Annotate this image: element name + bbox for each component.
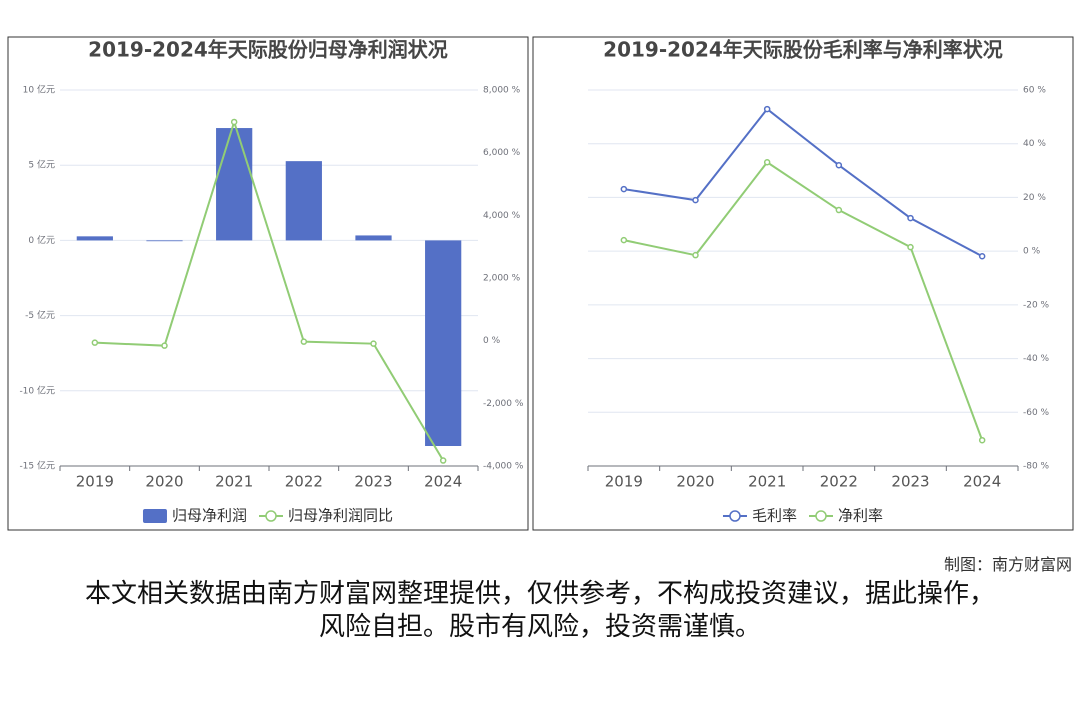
point bbox=[620, 236, 628, 244]
point bbox=[835, 161, 843, 169]
x-tick-label: 2021 bbox=[748, 473, 786, 491]
point bbox=[978, 252, 986, 260]
y2-tick-label: -40 % bbox=[1023, 354, 1050, 364]
y-tick-label: -15 亿元 bbox=[19, 460, 55, 472]
y2-tick-label: 40 % bbox=[1023, 139, 1046, 149]
disclaimer: 本文相关数据由南方财富网整理提供，仅供参考，不构成投资建议，据此操作，风险自担。… bbox=[85, 579, 996, 642]
bar bbox=[146, 240, 183, 242]
chart-frame bbox=[7, 36, 529, 531]
y-tick-label: -10 亿元 bbox=[19, 384, 55, 396]
charts: 2019-2024年天际股份归母净利润状况 -15 亿元 -10 亿元 -5 亿元 0 … bbox=[7, 36, 1074, 531]
point bbox=[620, 185, 628, 193]
legend-swatch bbox=[142, 509, 167, 523]
chart-title: 2019-2024年天际股份归母净利润状况 bbox=[88, 38, 448, 62]
line bbox=[623, 160, 984, 441]
point bbox=[300, 338, 308, 345]
legend: 归母净利润 归母净利润同比 bbox=[142, 507, 393, 525]
y2-tick-label: 60 % bbox=[1023, 86, 1046, 96]
point bbox=[763, 158, 771, 166]
legend-swatch bbox=[729, 510, 741, 522]
y2-tick-label: 0 % bbox=[483, 336, 501, 346]
y-tick-label: 5 亿元 bbox=[28, 159, 55, 171]
x-tick-label: 2022 bbox=[285, 473, 323, 491]
line bbox=[623, 107, 983, 258]
y-tick-label: -5 亿元 bbox=[25, 309, 55, 321]
point bbox=[692, 196, 699, 204]
y2-tick-label: -60 % bbox=[1023, 408, 1050, 418]
y2-tick-label: -80 % bbox=[1023, 462, 1050, 472]
y2-tick-label: 20 % bbox=[1023, 193, 1046, 203]
bar bbox=[76, 236, 113, 241]
point bbox=[161, 342, 168, 349]
point bbox=[978, 436, 986, 444]
point bbox=[439, 457, 447, 464]
legend: 毛利率 净利率 bbox=[722, 507, 883, 525]
point bbox=[907, 243, 914, 251]
x-tick-label: 2024 bbox=[424, 473, 462, 491]
legend-swatch bbox=[265, 510, 277, 522]
point bbox=[763, 105, 771, 113]
bar bbox=[425, 240, 462, 446]
x-tick-label: 2020 bbox=[676, 473, 714, 491]
legend-label: 归母净利润 bbox=[172, 507, 247, 525]
legend-label: 净利率 bbox=[838, 507, 883, 525]
x-tick-label: 2022 bbox=[820, 473, 858, 491]
x-tick-label: 2020 bbox=[145, 473, 183, 491]
y2-tick-label: 6,000 % bbox=[483, 148, 521, 158]
y2-tick-label: 0 % bbox=[1023, 247, 1041, 257]
x-tick-label: 2019 bbox=[76, 473, 114, 491]
y-tick-label: 10 亿元 bbox=[23, 84, 55, 96]
bar bbox=[216, 128, 253, 241]
chart-frame bbox=[532, 36, 1074, 531]
x-tick-label: 2024 bbox=[963, 473, 1001, 491]
bar bbox=[285, 161, 322, 241]
y2-tick-label: -20 % bbox=[1023, 300, 1050, 310]
point bbox=[835, 206, 843, 214]
y2-tick-label: -2,000 % bbox=[483, 399, 524, 409]
point bbox=[907, 214, 914, 222]
y2-tick-label: 8,000 % bbox=[483, 86, 521, 96]
y2-tick-label: 4,000 % bbox=[483, 211, 521, 221]
y-tick-label: 0 亿元 bbox=[28, 234, 55, 246]
x-tick-label: 2019 bbox=[605, 473, 643, 491]
legend-label: 归母净利润同比 bbox=[288, 507, 393, 525]
x-tick-label: 2023 bbox=[891, 473, 929, 491]
x-tick-label: 2021 bbox=[215, 473, 253, 491]
point bbox=[692, 251, 699, 259]
point bbox=[370, 340, 377, 347]
credit: 制图：南方财富网 bbox=[943, 555, 1072, 574]
y2-tick-label: -4,000 % bbox=[483, 462, 524, 472]
point bbox=[230, 118, 238, 126]
x-tick-label: 2023 bbox=[354, 473, 392, 491]
legend-swatch bbox=[815, 510, 827, 522]
line bbox=[94, 118, 445, 462]
legend-label: 毛利率 bbox=[752, 507, 797, 525]
chart-title: 2019-2024年天际股份毛利率与净利率状况 bbox=[603, 38, 1003, 62]
bar bbox=[355, 235, 392, 241]
y2-tick-label: 2,000 % bbox=[483, 274, 521, 284]
point bbox=[91, 339, 99, 346]
